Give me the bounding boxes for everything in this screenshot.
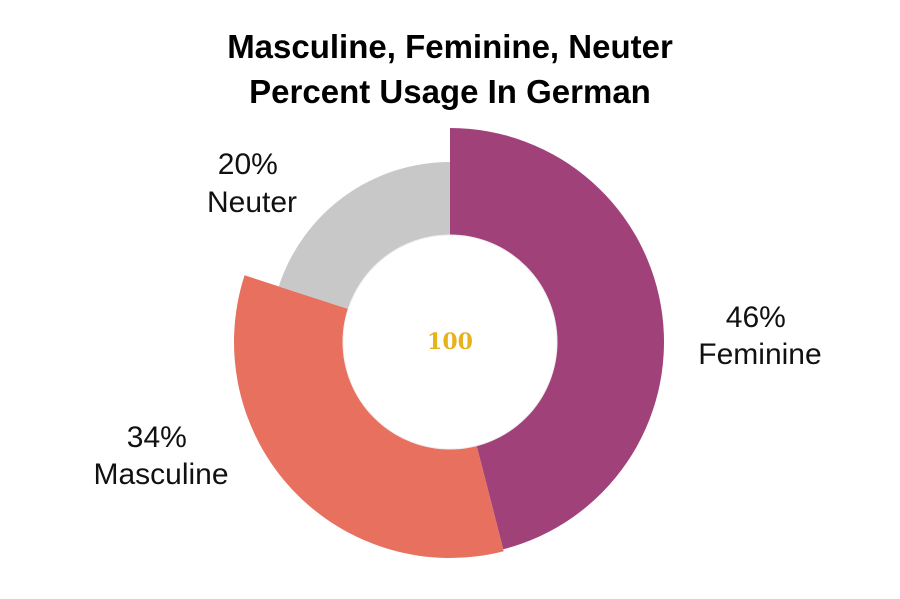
slice-label-feminine: 46% Feminine	[698, 301, 821, 371]
donut-slice-masculine	[233, 275, 504, 559]
slice-value-masculine: 34%	[127, 421, 187, 454]
slice-value-neuter: 20%	[218, 148, 278, 181]
chart-title-line-1: Masculine, Feminine, Neuter	[227, 28, 673, 65]
slice-name-feminine: Feminine	[698, 338, 821, 371]
slice-label-neuter: 20% Neuter	[207, 148, 297, 219]
donut-center-total: 100	[427, 329, 473, 355]
slice-value-feminine: 46%	[726, 301, 786, 334]
slice-name-masculine: Masculine	[93, 458, 228, 491]
slice-name-neuter: Neuter	[207, 186, 297, 219]
donut-slice-neuter	[278, 162, 450, 312]
slice-label-masculine: 34% Masculine	[93, 421, 228, 491]
donut-center-hole	[342, 234, 558, 450]
chart-title: Masculine, Feminine, Neuter Percent Usag…	[0, 24, 900, 114]
chart-title-line-2: Percent Usage In German	[249, 73, 651, 110]
